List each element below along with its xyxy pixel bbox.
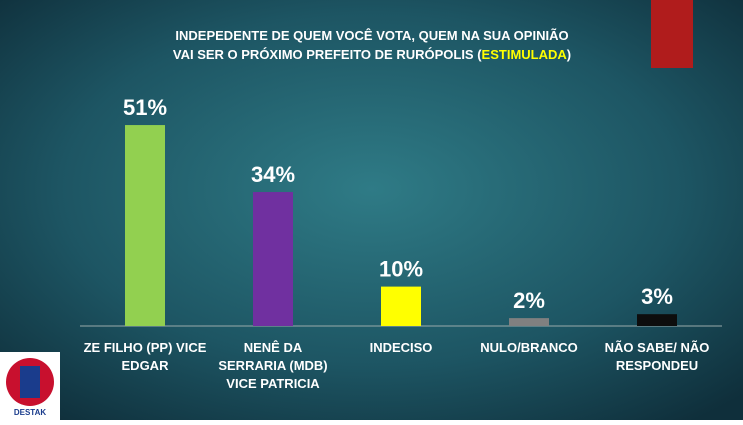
x-tick-label: VICE PATRICIA: [226, 376, 320, 391]
x-tick-label: EDGAR: [122, 358, 170, 373]
x-tick-label: NÃO SABE/ NÃO: [605, 340, 710, 355]
value-label: 51%: [123, 95, 167, 120]
title-part: ): [567, 47, 571, 62]
value-label: 10%: [379, 257, 423, 282]
logo: DESTAK: [0, 352, 60, 420]
bar: [509, 318, 549, 326]
bar: [253, 192, 293, 326]
x-tick-label: SERRARIA (MDB): [218, 358, 327, 373]
x-tick-label: ZE FILHO (PP) VICE: [84, 340, 207, 355]
x-tick-label: NULO/BRANCO: [480, 340, 578, 355]
value-label: 2%: [513, 288, 545, 313]
value-label: 34%: [251, 162, 295, 187]
title-part: VAI SER O PRÓXIMO PREFEITO DE RURÓPOLIS …: [173, 47, 482, 62]
decor-block: [651, 0, 693, 68]
x-tick-label: INDECISO: [370, 340, 433, 355]
logo-text: DESTAK: [14, 408, 47, 417]
value-label: 3%: [641, 284, 673, 309]
x-tick-label: NENÊ DA: [244, 340, 303, 355]
bar: [125, 125, 165, 326]
title-highlight: ESTIMULADA: [482, 47, 568, 62]
bar: [637, 314, 677, 326]
x-tick-label: RESPONDEU: [616, 358, 698, 373]
chart-title: VAI SER O PRÓXIMO PREFEITO DE RURÓPOLIS …: [173, 47, 571, 62]
bar: [381, 286, 421, 326]
chart-title: INDEPEDENTE DE QUEM VOCÊ VOTA, QUEM NA S…: [175, 28, 568, 43]
logo-mark: [20, 366, 40, 398]
